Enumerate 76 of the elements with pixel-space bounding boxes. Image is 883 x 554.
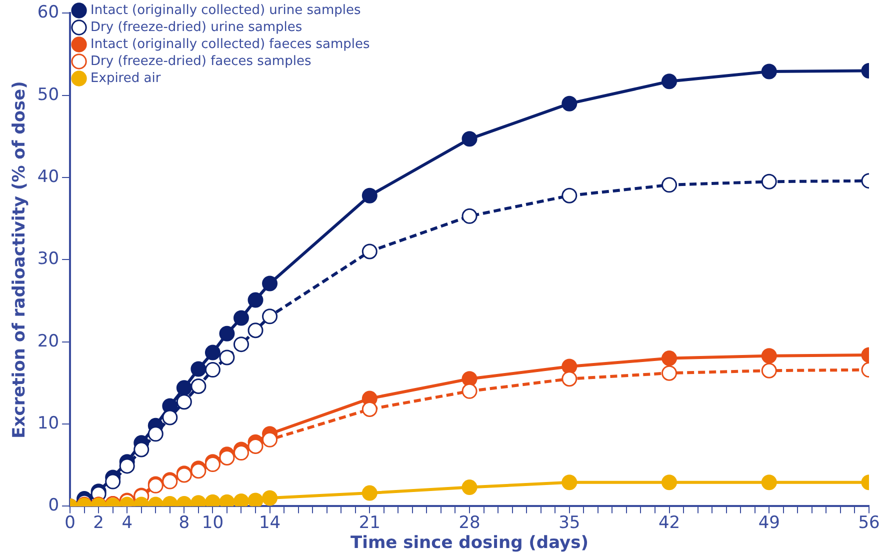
- point: [761, 362, 777, 378]
- x-tick-label: 4: [122, 512, 133, 533]
- point: [562, 474, 578, 490]
- x-tick-label: 35: [558, 512, 580, 533]
- point: [662, 474, 678, 490]
- point: [462, 131, 478, 147]
- point: [362, 188, 378, 204]
- point: [362, 485, 378, 501]
- point: [248, 322, 264, 338]
- point: [562, 371, 578, 387]
- point: [262, 308, 278, 324]
- point: [462, 480, 478, 496]
- x-tick-label: 0: [64, 512, 76, 533]
- point: [462, 208, 478, 224]
- x-tick-label: 28: [458, 512, 480, 533]
- point: [162, 410, 178, 426]
- point: [148, 426, 164, 442]
- point: [134, 442, 150, 458]
- y-tick-label: 40: [37, 166, 60, 187]
- point: [662, 365, 678, 381]
- legend-label: Expired air: [90, 70, 162, 86]
- point: [105, 474, 121, 490]
- x-tick-label: 8: [178, 512, 190, 533]
- x-tick-label: 21: [358, 512, 380, 533]
- y-tick-label: 20: [37, 331, 60, 352]
- point: [761, 474, 777, 490]
- point: [761, 64, 777, 80]
- point: [233, 494, 249, 506]
- legend-label: Intact (originally collected) urine samples: [90, 2, 361, 18]
- x-tick-label: 2: [93, 512, 104, 533]
- point: [219, 326, 235, 342]
- y-axis-title: Excretion of radioactivity (% of dose): [10, 81, 30, 438]
- point: [248, 492, 264, 506]
- legend-label: Dry (freeze-dried) urine samples: [90, 20, 302, 35]
- y-tick-label: 60: [37, 2, 60, 23]
- point: [204, 362, 220, 378]
- x-axis-title: Time since dosing (days): [350, 533, 589, 554]
- point: [262, 432, 278, 448]
- point: [219, 450, 235, 466]
- point: [462, 383, 478, 399]
- point: [462, 371, 478, 387]
- y-tick-label: 50: [37, 84, 60, 105]
- point: [204, 344, 220, 360]
- point: [248, 438, 264, 454]
- point: [761, 174, 777, 190]
- x-tick-label: 49: [758, 512, 780, 533]
- point: [362, 244, 378, 260]
- y-tick-label: 10: [37, 413, 60, 434]
- legend-label: Dry (freeze-dried) faeces samples: [90, 54, 312, 69]
- point: [662, 350, 678, 366]
- point: [176, 380, 192, 396]
- point: [233, 336, 249, 352]
- point: [362, 401, 378, 417]
- x-tick-label: 10: [202, 512, 224, 533]
- x-tick-label: 42: [658, 512, 680, 533]
- point: [262, 490, 278, 506]
- point: [562, 96, 578, 112]
- point: [190, 361, 206, 377]
- legend-label: Intact (originally collected) faeces samples: [90, 36, 370, 52]
- point: [262, 276, 278, 292]
- point: [233, 310, 249, 326]
- point: [219, 350, 235, 366]
- point: [248, 292, 264, 308]
- point: [662, 74, 678, 90]
- y-tick-label: 30: [37, 249, 60, 270]
- point: [233, 445, 249, 461]
- point: [761, 348, 777, 364]
- point: [562, 188, 578, 204]
- point: [562, 358, 578, 374]
- y-tick-label: 0: [48, 496, 60, 516]
- point: [662, 177, 678, 193]
- point: [190, 378, 206, 394]
- x-tick-label: 14: [258, 512, 281, 533]
- x-tick-label: 56: [858, 512, 880, 533]
- point: [119, 458, 135, 474]
- point: [176, 394, 192, 410]
